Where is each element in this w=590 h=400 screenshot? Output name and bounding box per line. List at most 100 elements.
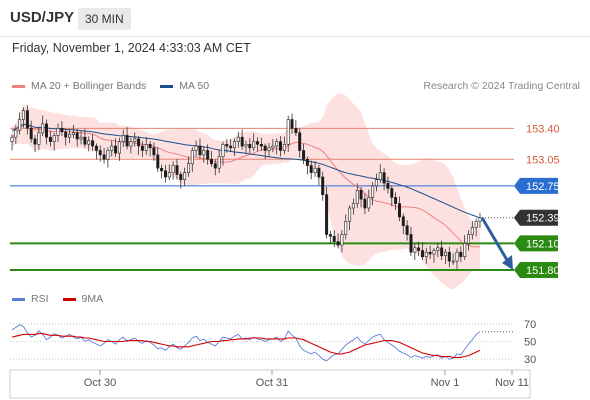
candle-body <box>29 128 33 140</box>
rsi-layer: 70 50 30 <box>10 319 536 366</box>
candle <box>267 142 271 158</box>
candle-body <box>459 251 463 257</box>
time-tick-label: Oct 30 <box>84 377 116 389</box>
level-tag-bg <box>514 209 558 226</box>
candle <box>94 143 98 160</box>
candle <box>236 131 240 148</box>
candle-body <box>328 234 332 237</box>
candle-body <box>91 140 95 147</box>
candle-body <box>44 123 48 138</box>
candle-body <box>140 145 144 151</box>
candle <box>106 147 110 168</box>
candle-body <box>225 144 229 147</box>
candle-body <box>252 141 256 149</box>
candle <box>44 119 48 145</box>
candle-body <box>18 119 22 131</box>
candle <box>121 129 125 148</box>
candle <box>171 161 175 180</box>
candle-body <box>405 225 409 235</box>
candle <box>367 189 371 212</box>
candle-body <box>25 110 29 129</box>
candle <box>233 138 237 157</box>
candle <box>68 129 72 144</box>
candle-body <box>321 176 325 196</box>
candle-body <box>236 136 240 142</box>
candle-body <box>221 144 225 158</box>
time-tick-label: Nov 11 <box>495 377 529 389</box>
candle <box>374 173 378 192</box>
candle-body <box>179 174 183 180</box>
candle-body <box>390 188 394 198</box>
candle <box>190 147 194 173</box>
candle <box>217 150 221 174</box>
candle-body <box>110 145 114 151</box>
candle-body <box>175 165 179 175</box>
level-tag-bg <box>514 177 558 194</box>
candle-body <box>83 136 87 145</box>
candle-body <box>125 135 129 147</box>
candle-body <box>359 190 363 200</box>
candle <box>432 247 436 263</box>
candle <box>275 138 279 155</box>
symbol-title: USD/JPY <box>10 9 75 26</box>
candle <box>255 137 259 152</box>
rsi-9ma-line <box>11 333 481 358</box>
candle-body <box>87 140 91 145</box>
candle <box>33 135 37 152</box>
candle-body <box>290 119 294 129</box>
legend-item-9ma: 9MA <box>62 293 103 305</box>
candles-layer <box>10 105 482 269</box>
level-tag-4: 152.10 <box>514 235 560 252</box>
candle-body <box>397 203 401 218</box>
candle-body <box>187 163 191 173</box>
candle <box>382 168 386 191</box>
candle-body <box>278 141 282 151</box>
candle <box>436 242 440 258</box>
candle <box>290 113 294 134</box>
levels-layer <box>10 127 514 271</box>
candle-body <box>474 221 478 228</box>
candle <box>187 156 191 177</box>
candle-body <box>263 145 267 151</box>
rsi-tick-label: 70 <box>524 319 536 331</box>
legend-swatch-ma50 <box>160 84 174 88</box>
candle-body <box>355 190 359 204</box>
candle-body <box>470 227 474 235</box>
candle-body <box>98 150 102 156</box>
candle-body <box>60 128 64 133</box>
candle-body <box>121 135 125 142</box>
candle-body <box>229 145 233 149</box>
candle <box>348 205 352 231</box>
candle-body <box>56 128 60 136</box>
candle-body <box>420 250 424 257</box>
candle <box>359 187 363 208</box>
candle-body <box>305 159 309 166</box>
candle <box>52 132 56 151</box>
candle <box>271 138 275 153</box>
candle <box>417 241 421 256</box>
time-axis-layer: Oct 30 Oct 31 Nov 1 Nov 11 <box>9 369 531 399</box>
candle <box>160 164 164 179</box>
candle-body <box>259 144 263 147</box>
candle-body <box>79 136 83 140</box>
legend-label-rsi: RSI <box>31 293 49 305</box>
candle-body <box>424 251 428 257</box>
candle-body <box>144 144 148 151</box>
candle-body <box>394 197 398 204</box>
level-tag-5: 151.80 <box>514 261 560 278</box>
candle <box>137 136 141 155</box>
candle <box>148 141 152 157</box>
main-legend: MA 20 + Bollinger Bands MA 50 <box>12 80 223 92</box>
candle-body <box>68 134 72 138</box>
candle <box>75 128 79 147</box>
timeframe-button[interactable]: 30 MIN <box>78 8 131 30</box>
candle-body <box>317 167 321 178</box>
candle-body <box>443 251 447 256</box>
candle-body <box>148 144 152 149</box>
level-label-0: 153.40 <box>526 123 560 135</box>
candle-body <box>75 132 79 140</box>
legend-label-ma20: MA 20 + Bollinger Bands <box>31 80 147 92</box>
candle-body <box>102 154 106 160</box>
candle-body <box>156 154 160 169</box>
candle <box>144 137 148 155</box>
